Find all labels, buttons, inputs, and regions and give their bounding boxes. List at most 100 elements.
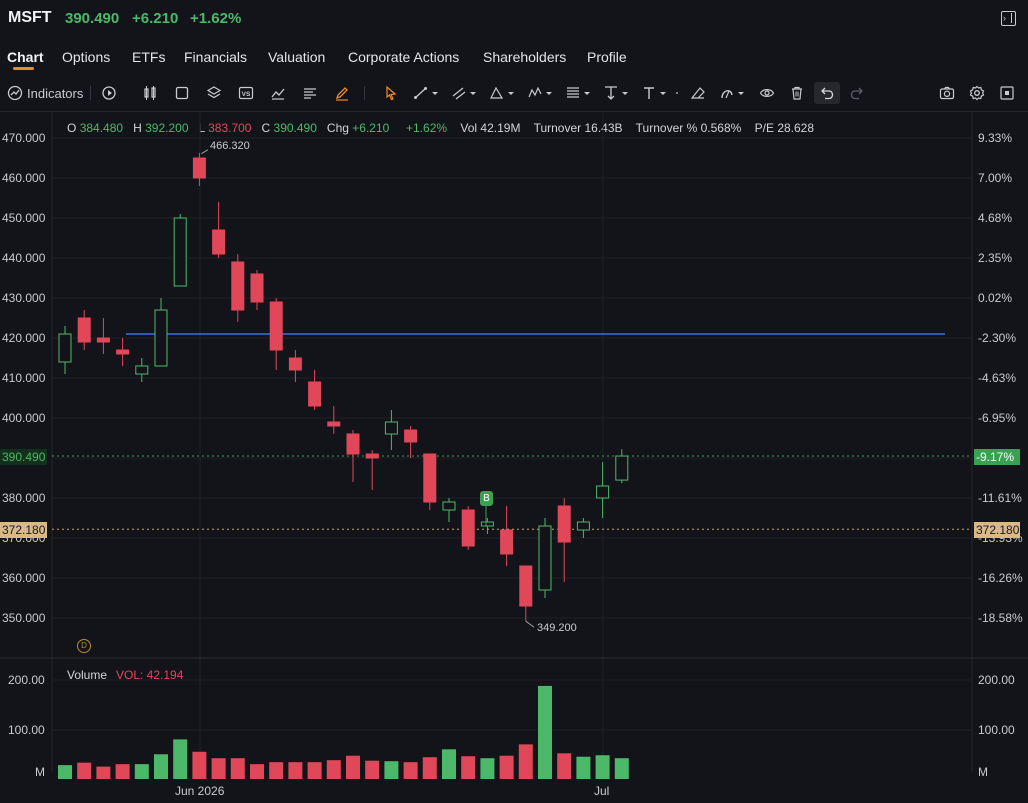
replay-icon[interactable] [101,84,117,102]
volume-axis-right-100: 100.00 [978,723,1015,737]
price-tick-label: 440.000 [2,251,46,265]
tab-etfs[interactable]: ETFs [132,49,166,65]
high-marker-leader [201,149,209,155]
collapse-panel-icon[interactable]: › [1001,11,1016,26]
trend-line-icon[interactable] [413,84,441,102]
candlestick-type-icon[interactable] [142,84,158,102]
buy-marker[interactable]: B [480,491,493,506]
tab-corporate-actions[interactable]: Corporate Actions [348,49,460,65]
dividend-marker[interactable]: D [77,639,91,653]
shape-tool-icon[interactable] [489,84,517,102]
redo-icon[interactable] [849,84,865,102]
candle-body [231,261,245,311]
volume-axis-unit: M [35,765,45,779]
settings-gear-icon[interactable] [969,84,985,102]
chart-style-icon[interactable] [270,84,286,102]
dotted-price-tag-left: 372.180 [0,522,48,538]
channel-tool-icon[interactable] [451,84,479,102]
candle-body [192,157,206,179]
candle-body [519,565,533,607]
percent-tick-label: 4.68% [978,211,1013,225]
volume-bar [480,758,495,779]
visibility-icon[interactable] [759,84,775,102]
current-pct-tag: -9.17% [974,449,1020,465]
candle-body [116,349,130,355]
candle-body [269,301,283,351]
volume-bar [461,756,476,779]
volume-bar [288,762,303,779]
tab-financials[interactable]: Financials [184,49,248,65]
volume-axis-100: 100.00 [8,723,45,737]
symbol: MSFT [8,9,52,26]
percent-tick-label: 0.02% [978,291,1013,305]
high-marker-label: 466.320 [210,140,250,152]
layers-icon[interactable] [206,84,222,102]
candle-body [384,421,398,435]
volume-bar [384,761,399,779]
tab-options[interactable]: Options [62,49,111,65]
tab-chart[interactable]: Chart [7,49,44,65]
percent-tick-label: -2.30% [978,331,1017,345]
square-layout-icon[interactable] [174,84,190,102]
draw-pencil-icon[interactable] [334,84,350,102]
tab-valuation[interactable]: Valuation [268,49,326,65]
volume-bar [115,764,130,779]
price-change-pct: +1.62% [190,10,242,27]
tab-profile[interactable]: Profile [587,49,627,65]
percent-tick-label: -16.26% [978,571,1023,585]
measure-tool-icon[interactable] [603,84,631,102]
candle-body [250,273,264,303]
volume-bar [326,760,341,779]
volume-bar [403,762,418,779]
percent-tick-label: 2.35% [978,251,1013,265]
open-value: 384.480 [79,121,124,135]
text-tool-icon[interactable] [641,84,681,102]
volume-label: Volume [67,668,108,682]
volume-bar [134,764,149,779]
candle-body [461,509,475,547]
price-tick-label: 400.000 [2,411,46,425]
undo-button[interactable] [814,82,840,104]
fibonacci-tool-icon[interactable] [565,84,593,102]
percent-tick-label: -4.63% [978,371,1017,385]
screenshot-icon[interactable] [939,84,955,102]
quote-header: MSFT 390.490 +6.210 +1.62% › [0,0,1028,40]
indicators-button[interactable]: Indicators [7,84,83,102]
percent-tick-label: -18.58% [978,611,1023,625]
candle-body [538,525,552,591]
volume-bar [211,758,226,779]
candle-body [615,455,629,481]
tab-shareholders[interactable]: Shareholders [483,49,567,65]
align-icon[interactable] [302,84,318,102]
volume-axis-right-200: 200.00 [978,673,1015,687]
fullscreen-icon[interactable] [999,84,1015,102]
volume-bar [192,751,207,779]
dotted-price-tag-right: 372.180 [974,522,1020,538]
price-tick-label: 460.000 [2,171,46,185]
price-tick-label: 380.000 [2,491,46,505]
indicators-label: Indicators [27,85,84,101]
volume-bar [576,756,591,779]
trash-icon[interactable] [789,84,805,102]
toolbar-divider [0,111,1028,112]
volume-bar [442,749,456,779]
low-value: 383.700 [208,121,252,135]
turnover-value: 16.43B [584,121,623,135]
candle-body [365,453,379,459]
volume-bar [250,764,264,779]
volume-bar [518,744,533,779]
price-chart[interactable] [0,112,1028,803]
cursor-icon[interactable] [383,84,399,102]
volume-bar [538,685,552,779]
volume-bar [307,762,322,779]
pattern-tool-icon[interactable] [527,84,555,102]
eraser-tool-icon[interactable] [690,84,706,102]
magnet-tool-icon[interactable] [719,84,747,102]
volume-bar [422,757,437,779]
candle-body [442,501,456,511]
candle-body [500,529,514,555]
vs-compare-icon[interactable]: VS [238,84,254,102]
candle-body [288,357,302,371]
candle-body [327,421,341,427]
ohlc-readout: O 384.480 H 392.200 L 383.700 C 390.490 … [67,121,815,135]
